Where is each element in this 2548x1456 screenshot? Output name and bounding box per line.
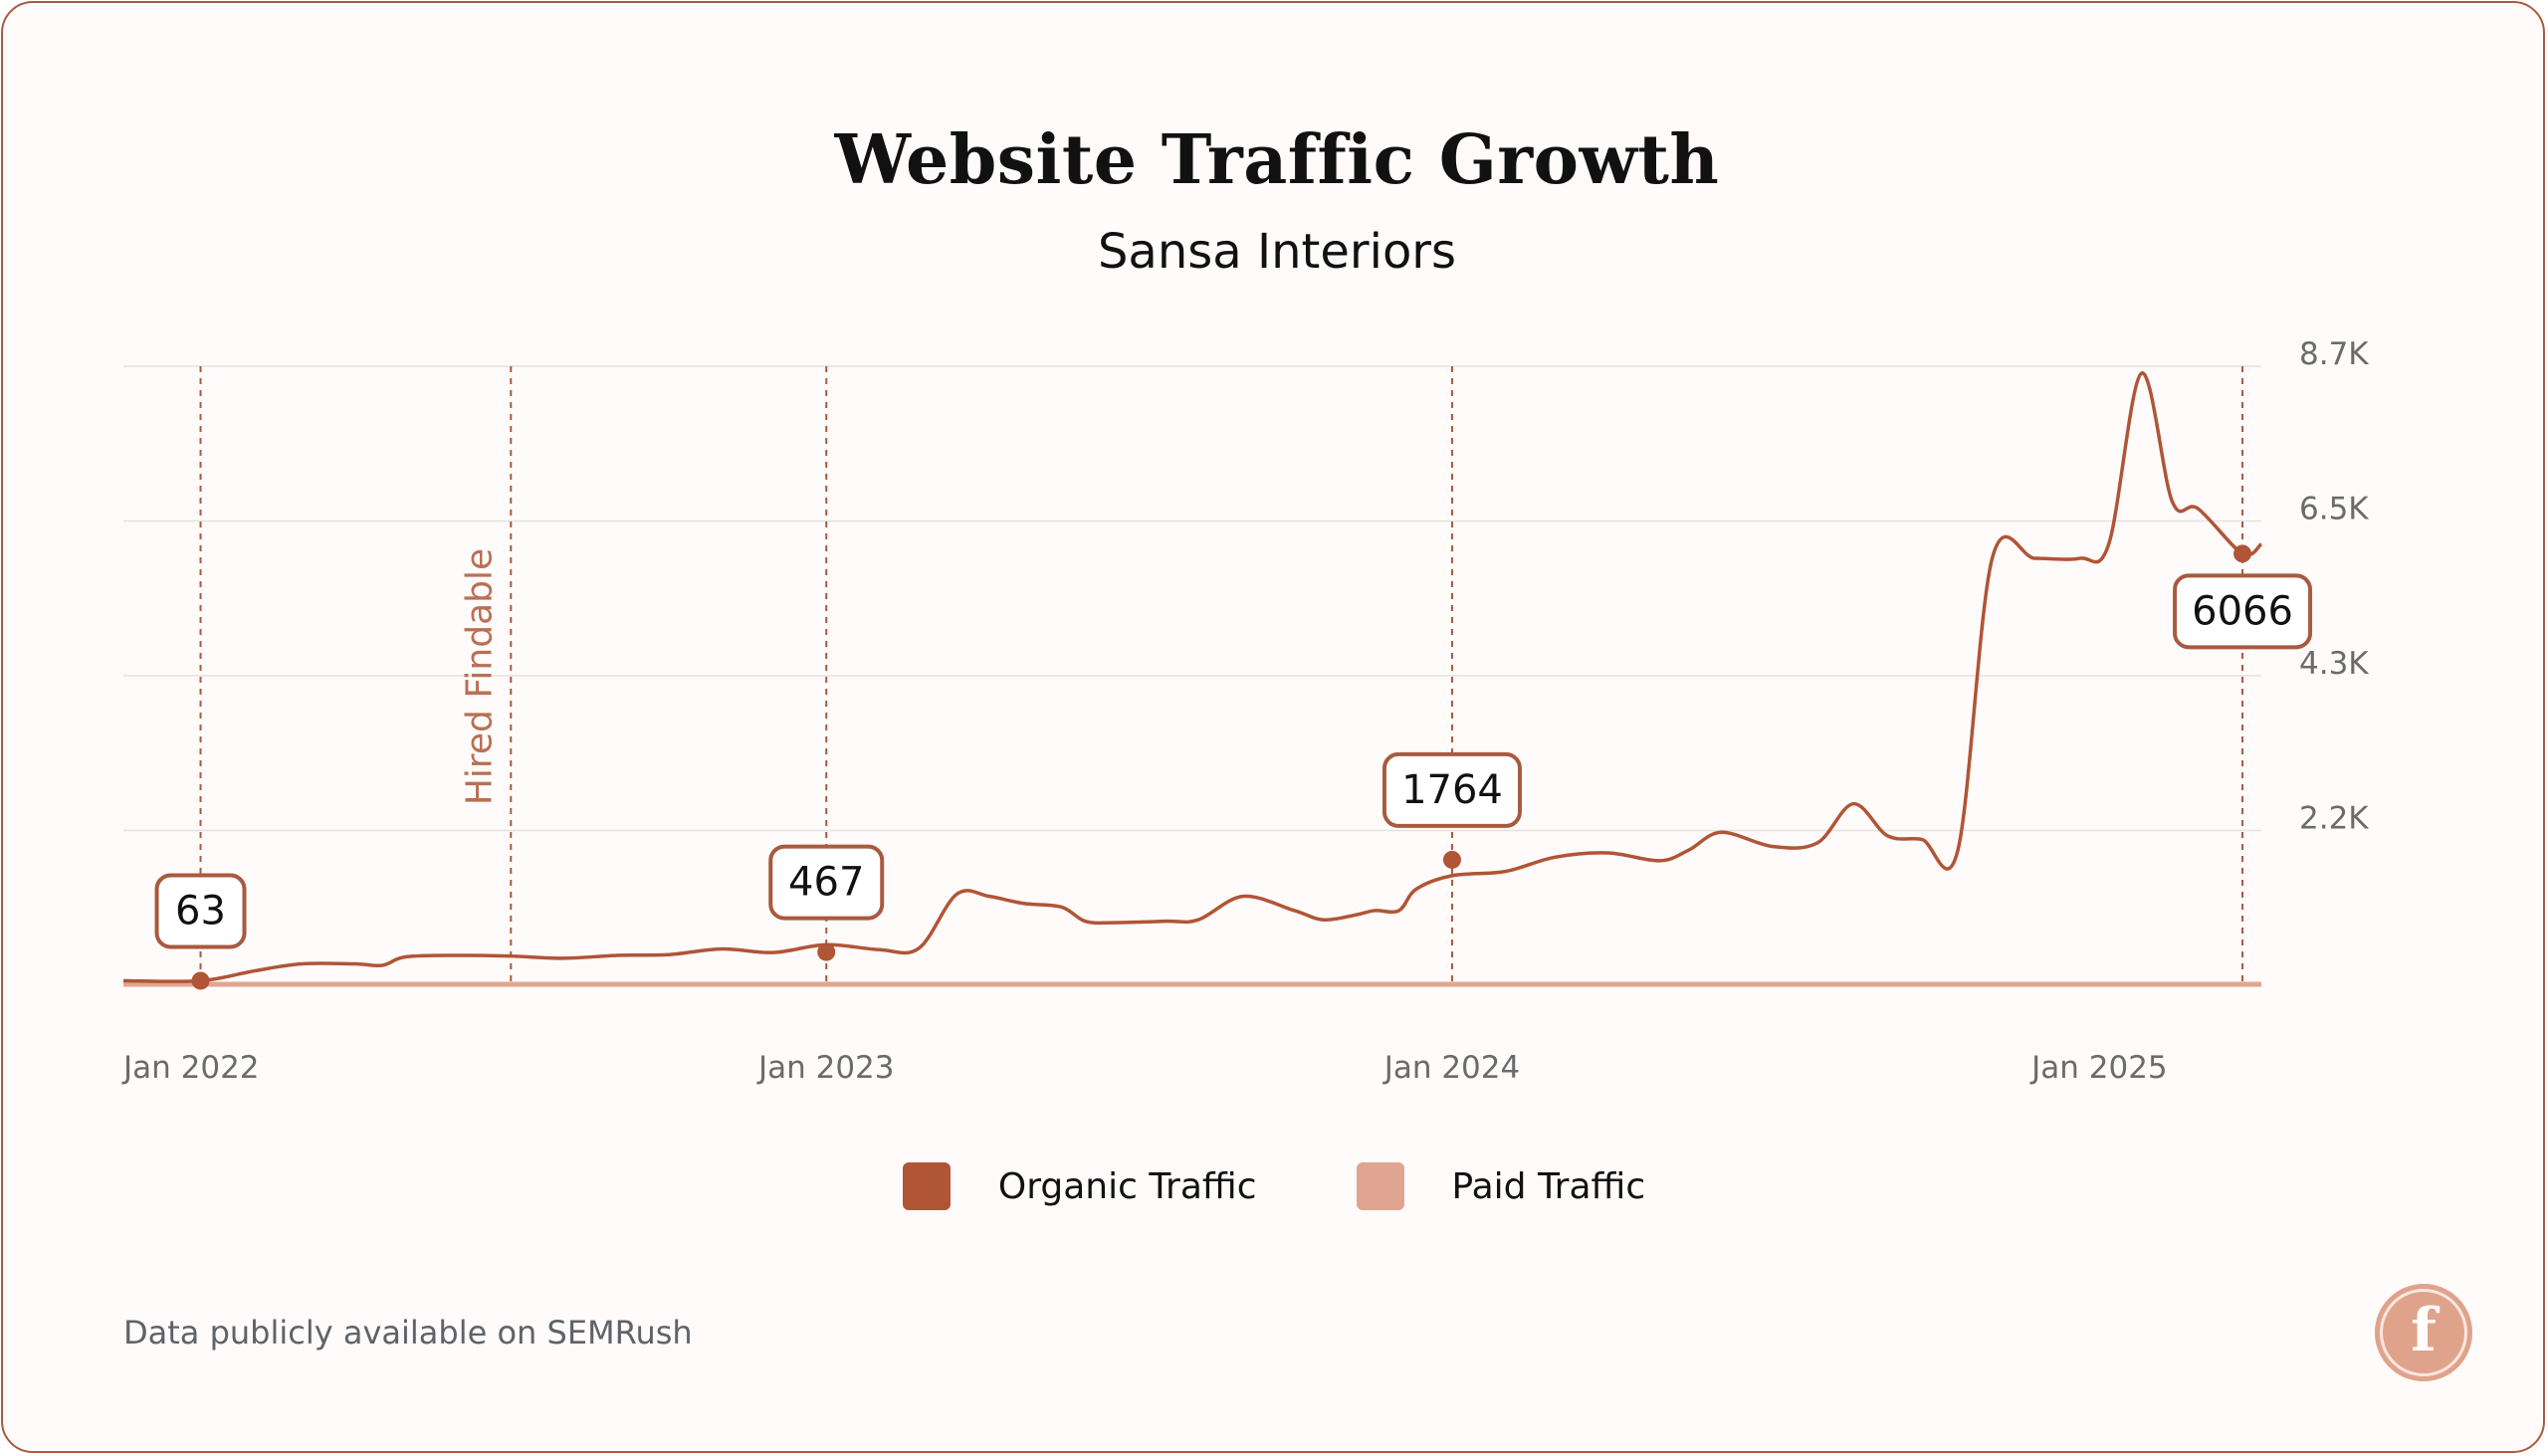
legend-label-paid: Paid Traffic <box>1451 1165 1646 1207</box>
y-tick-label: 2.2K <box>2299 801 2369 837</box>
legend-item-organic[interactable]: Organic Traffic <box>902 1162 1257 1210</box>
legend-swatch-organic <box>902 1162 951 1210</box>
value-callout-label: 1764 <box>1401 767 1503 813</box>
legend-swatch-paid <box>1356 1162 1404 1210</box>
organic-traffic-line <box>122 371 2263 983</box>
annotation-hired-findable: Hired Findable <box>459 548 500 805</box>
x-tick-label: Jan 2025 <box>2029 1050 2168 1086</box>
y-tick-label: 6.5K <box>2299 492 2369 527</box>
y-tick-label: 4.3K <box>2299 646 2369 682</box>
data-point-marker <box>191 971 210 990</box>
value-callout-label: 467 <box>788 860 864 906</box>
x-tick-label: Jan 2023 <box>756 1050 895 1086</box>
brand-logo[interactable]: f <box>2375 1284 2472 1381</box>
value-callout-box <box>2173 573 2313 650</box>
value-callout-box <box>1381 751 1522 828</box>
chart-title: Website Traffic Growth <box>834 120 1720 200</box>
value-callout-box <box>154 873 247 949</box>
y-tick-label: 8.7K <box>2299 336 2369 372</box>
data-point-marker <box>1442 850 1461 869</box>
legend-item-paid[interactable]: Paid Traffic <box>1356 1162 1646 1210</box>
x-tick-label: Jan 2024 <box>1382 1050 1521 1086</box>
value-callout-label: 63 <box>175 888 226 934</box>
source-footnote: Data publicly available on SEMRush <box>123 1314 693 1352</box>
x-tick-label: Jan 2022 <box>121 1050 260 1086</box>
data-point-marker <box>817 942 836 961</box>
brand-logo-letter: f <box>2411 1296 2437 1365</box>
value-callout-box <box>768 844 885 921</box>
data-point-marker <box>2233 544 2252 563</box>
chart-subtitle: Sansa Interiors <box>1097 224 1457 280</box>
chart-legend: Organic Traffic Paid Traffic <box>0 1162 2548 1210</box>
value-callout-label: 6066 <box>2192 588 2293 634</box>
legend-label-organic: Organic Traffic <box>997 1165 1257 1207</box>
